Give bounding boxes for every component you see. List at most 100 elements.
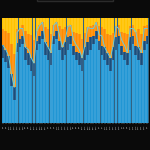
Bar (2, 58, 4, 123)
Bar (140, 18, 143, 34)
Bar (95, 39, 98, 123)
Bar (72, 18, 75, 32)
Bar (2, 18, 4, 28)
Bar (89, 37, 92, 50)
Bar (129, 18, 131, 26)
Bar (126, 18, 129, 34)
Bar (72, 32, 75, 46)
Bar (10, 18, 13, 44)
Bar (75, 60, 78, 123)
Bar (135, 32, 137, 46)
Bar (86, 27, 89, 42)
Bar (75, 18, 78, 33)
Bar (140, 34, 143, 53)
Bar (117, 25, 120, 36)
Bar (109, 18, 112, 35)
Bar (78, 34, 81, 53)
Bar (38, 18, 41, 25)
Bar (44, 27, 47, 42)
Bar (47, 47, 50, 60)
Bar (120, 46, 123, 55)
Bar (67, 18, 69, 26)
Bar (4, 50, 7, 62)
Bar (98, 41, 100, 50)
Bar (21, 36, 24, 44)
Bar (67, 37, 69, 50)
Bar (50, 34, 52, 53)
Bar (16, 18, 18, 28)
Bar (41, 39, 44, 123)
Bar (61, 28, 64, 47)
Bar (86, 55, 89, 123)
Bar (109, 58, 112, 70)
Bar (135, 55, 137, 123)
Bar (69, 25, 72, 36)
Bar (64, 42, 66, 55)
Bar (135, 46, 137, 55)
Bar (52, 18, 55, 25)
Bar (64, 55, 66, 123)
Bar (58, 41, 61, 50)
Bar (129, 50, 131, 123)
Bar (7, 33, 10, 56)
Bar (123, 60, 126, 123)
Bar (58, 18, 61, 26)
Bar (81, 58, 83, 70)
Bar (33, 18, 35, 40)
Bar (120, 55, 123, 123)
Bar (123, 52, 126, 60)
Bar (21, 44, 24, 123)
Bar (98, 50, 100, 123)
Bar (81, 18, 83, 39)
Bar (4, 18, 7, 31)
Bar (126, 53, 129, 65)
Bar (2, 28, 4, 45)
Bar (16, 43, 18, 52)
Bar (137, 60, 140, 123)
Bar (19, 47, 21, 123)
Bar (81, 70, 83, 123)
Bar (112, 60, 114, 123)
Bar (41, 31, 44, 39)
Bar (38, 36, 41, 44)
Bar (89, 26, 92, 37)
Bar (24, 47, 27, 60)
Bar (135, 18, 137, 32)
Bar (78, 65, 81, 123)
Bar (106, 65, 109, 123)
Bar (89, 18, 92, 26)
Bar (67, 26, 69, 37)
Bar (13, 54, 15, 87)
Bar (126, 65, 129, 123)
Bar (27, 18, 30, 34)
Bar (115, 37, 117, 50)
Bar (41, 22, 44, 31)
Bar (98, 18, 100, 26)
Bar (140, 53, 143, 65)
Bar (13, 87, 15, 100)
Bar (19, 28, 21, 39)
Bar (4, 31, 7, 50)
Bar (55, 39, 58, 123)
Bar (36, 18, 38, 31)
Bar (115, 18, 117, 26)
Bar (146, 36, 148, 44)
Bar (44, 42, 47, 55)
Bar (117, 18, 120, 25)
Bar (21, 18, 24, 25)
Bar (7, 68, 10, 123)
Bar (50, 18, 52, 34)
Bar (72, 46, 75, 55)
Bar (95, 31, 98, 39)
Bar (55, 18, 58, 22)
Bar (24, 18, 27, 31)
Bar (24, 31, 27, 47)
Bar (92, 18, 95, 25)
Bar (10, 44, 13, 74)
Bar (69, 18, 72, 25)
Bar (33, 76, 35, 123)
Bar (123, 18, 126, 33)
Bar (24, 60, 27, 123)
Bar (92, 36, 95, 44)
Bar (100, 18, 103, 27)
